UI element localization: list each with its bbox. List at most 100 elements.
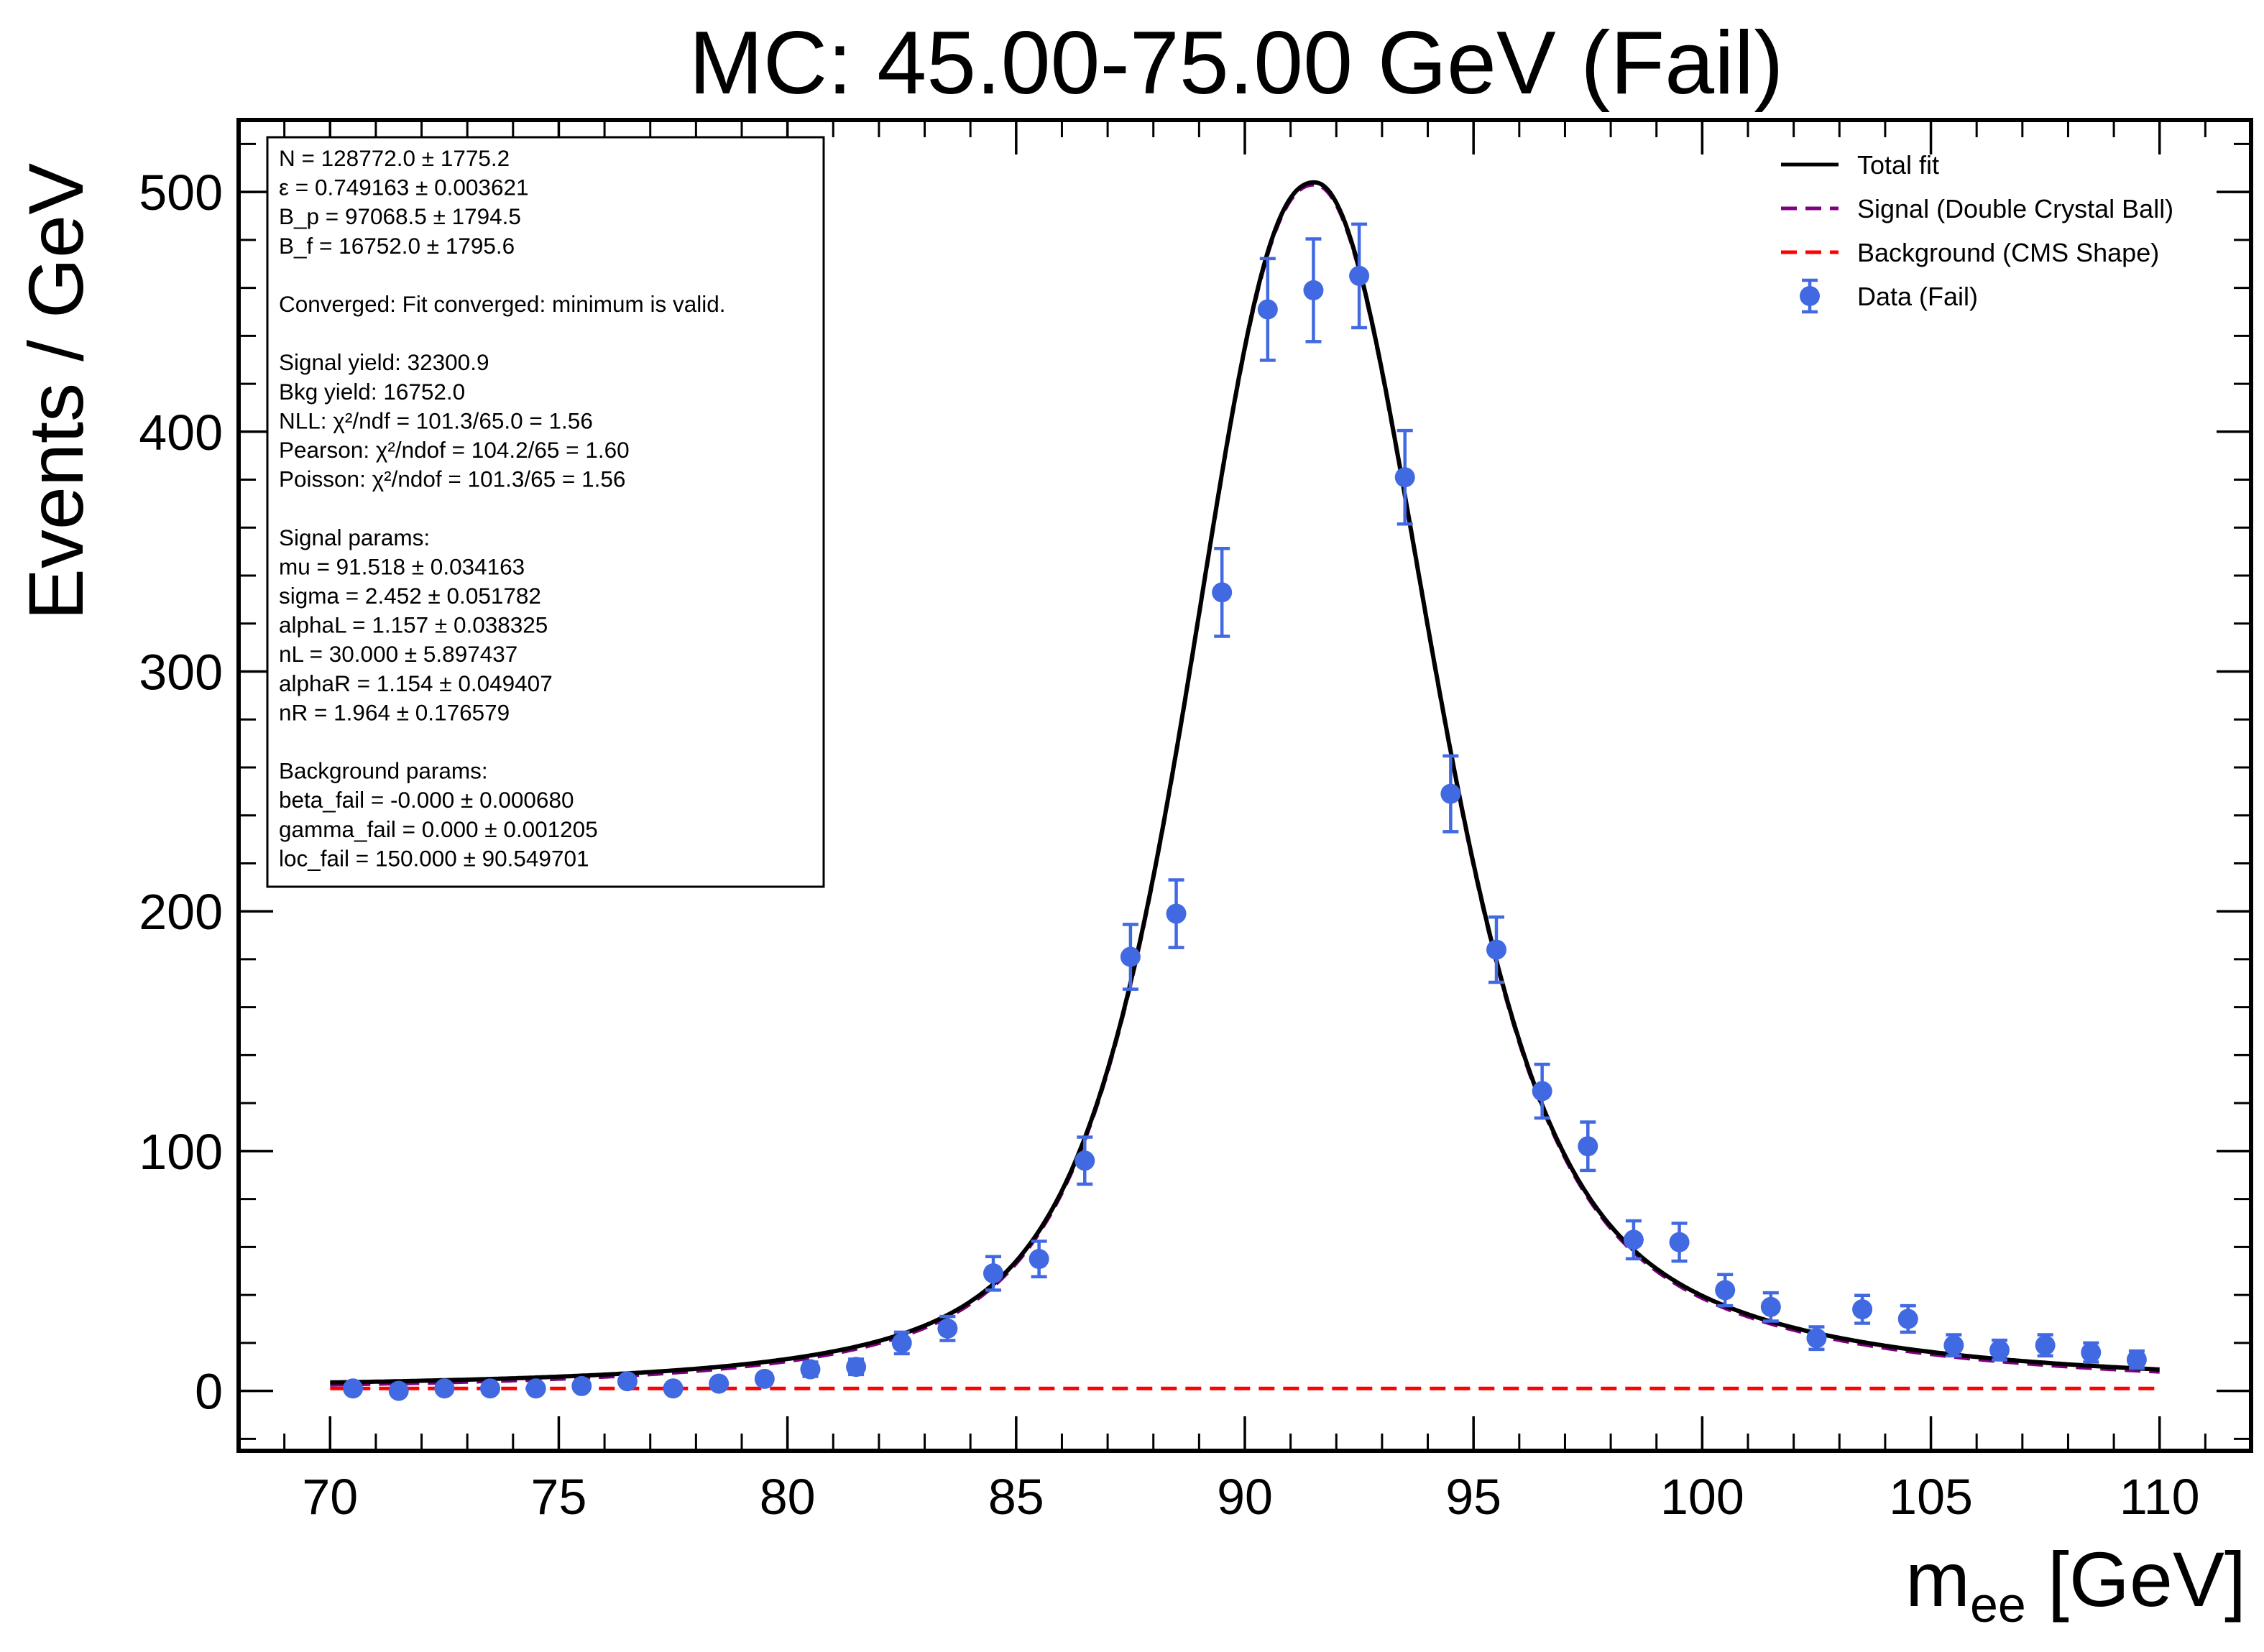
data-point xyxy=(1989,1338,2010,1362)
data-point xyxy=(2081,1341,2102,1364)
data-marker xyxy=(480,1378,500,1399)
info-line: nL = 30.000 ± 5.897437 xyxy=(279,641,517,667)
x-tick-label: 85 xyxy=(988,1469,1044,1525)
legend-entry: Data (Fail) xyxy=(1800,278,1978,314)
legend-entry: Background (CMS Shape) xyxy=(1781,238,2159,267)
x-tick-label: 75 xyxy=(531,1469,587,1525)
data-marker xyxy=(1075,1150,1095,1171)
info-line: Bkg yield: 16752.0 xyxy=(279,379,465,405)
data-marker xyxy=(1394,467,1415,488)
data-point xyxy=(1806,1325,1827,1352)
data-point xyxy=(1440,754,1461,834)
data-point xyxy=(1623,1219,1644,1260)
info-line: Converged: Fit converged: minimum is val… xyxy=(279,291,726,317)
x-tick-label: 105 xyxy=(1889,1469,1973,1525)
data-marker xyxy=(937,1318,958,1339)
data-marker xyxy=(2081,1342,2102,1363)
data-point xyxy=(1303,237,1324,343)
legend-entry: Total fit xyxy=(1781,150,1939,180)
y-tick-label: 0 xyxy=(195,1364,223,1420)
info-line: alphaL = 1.157 ± 0.038325 xyxy=(279,612,548,638)
data-point xyxy=(1075,1135,1095,1186)
info-line: alphaR = 1.154 ± 0.049407 xyxy=(279,670,553,696)
y-tick-label: 200 xyxy=(139,884,223,940)
info-line: B_p = 97068.5 ± 1794.5 xyxy=(279,203,521,229)
data-marker xyxy=(1623,1229,1644,1250)
y-tick-label: 300 xyxy=(139,644,223,700)
data-point xyxy=(754,1368,775,1389)
data-point xyxy=(1669,1222,1690,1263)
data-marker xyxy=(525,1378,546,1399)
data-marker xyxy=(1669,1232,1690,1252)
data-marker xyxy=(1440,783,1461,804)
data-marker xyxy=(1760,1296,1781,1317)
data-point xyxy=(1578,1120,1598,1173)
data-marker xyxy=(1578,1136,1598,1157)
info-line: NLL: χ²/ndf = 101.3/65.0 = 1.56 xyxy=(279,407,593,433)
x-tick-label: 90 xyxy=(1217,1469,1273,1525)
data-point xyxy=(2126,1349,2147,1370)
data-point xyxy=(1166,878,1187,949)
info-line: B_f = 16752.0 ± 1795.6 xyxy=(279,233,515,259)
data-marker xyxy=(1943,1335,1964,1356)
legend-marker xyxy=(1800,286,1820,306)
data-point xyxy=(1029,1240,1049,1278)
info-line: Poisson: χ²/ndof = 101.3/65 = 1.56 xyxy=(279,466,625,492)
legend-label: Data (Fail) xyxy=(1857,282,1978,311)
y-axis-title: Events / GeV xyxy=(12,163,99,620)
x-tick-label: 100 xyxy=(1660,1469,1744,1525)
info-line: loc_fail = 150.000 ± 90.549701 xyxy=(279,845,589,871)
data-point xyxy=(1532,1062,1552,1120)
x-tick-label: 80 xyxy=(760,1469,816,1525)
data-point xyxy=(1943,1333,1964,1358)
legend-label: Total fit xyxy=(1857,150,1939,180)
data-point xyxy=(571,1375,592,1396)
data-marker xyxy=(983,1263,1003,1284)
legend: Total fit Signal (Double Crystal Ball) Bac… xyxy=(1781,150,2173,314)
data-point xyxy=(1212,547,1233,638)
data-points-layer xyxy=(343,222,2147,1401)
legend-label: Signal (Double Crystal Ball) xyxy=(1857,194,2173,223)
info-box-frame xyxy=(266,136,825,888)
data-point xyxy=(1852,1293,1873,1325)
legend-label: Background (CMS Shape) xyxy=(1857,238,2159,267)
data-point xyxy=(1760,1291,1781,1323)
data-point xyxy=(800,1359,821,1380)
data-marker xyxy=(1852,1299,1873,1320)
data-point xyxy=(1897,1303,1918,1334)
x-axis-title-unit: [GeV] xyxy=(2026,1536,2246,1623)
data-point xyxy=(846,1357,867,1378)
info-line: nR = 1.964 ± 0.176579 xyxy=(279,699,510,725)
data-marker xyxy=(800,1359,821,1380)
data-marker xyxy=(388,1380,409,1401)
data-marker xyxy=(663,1378,684,1399)
x-tick-label: 70 xyxy=(302,1469,358,1525)
data-point xyxy=(525,1378,546,1399)
data-point xyxy=(937,1314,958,1342)
data-marker xyxy=(709,1373,730,1394)
data-point xyxy=(891,1330,912,1356)
data-marker xyxy=(1806,1328,1827,1349)
data-point xyxy=(617,1371,638,1392)
data-marker xyxy=(1349,265,1370,286)
data-marker xyxy=(846,1357,867,1378)
plot-frame xyxy=(236,118,2253,1453)
data-point xyxy=(434,1378,455,1399)
data-marker xyxy=(571,1375,592,1396)
data-marker xyxy=(1257,299,1278,320)
data-marker xyxy=(1989,1339,2010,1360)
data-point xyxy=(1120,923,1141,991)
data-point xyxy=(2035,1333,2056,1358)
data-marker xyxy=(1166,903,1187,924)
info-line: gamma_fail = 0.000 ± 0.001205 xyxy=(279,816,598,842)
data-marker xyxy=(1897,1309,1918,1329)
y-tick-label: 400 xyxy=(139,405,223,461)
info-line: mu = 91.518 ± 0.034163 xyxy=(279,553,525,579)
x-tick-label: 110 xyxy=(2120,1469,2200,1525)
info-line: beta_fail = -0.000 ± 0.000680 xyxy=(279,787,574,813)
y-tick-label: 100 xyxy=(139,1124,223,1180)
axis-tick-labels: 70 75 80 85 90 95 100 105 110 0 100 200 300 400 500 xyxy=(139,165,2199,1525)
data-marker xyxy=(1212,582,1233,603)
x-axis-title: mee [GeV] xyxy=(1905,1536,2246,1633)
legend-entry: Signal (Double Crystal Ball) xyxy=(1781,194,2173,223)
